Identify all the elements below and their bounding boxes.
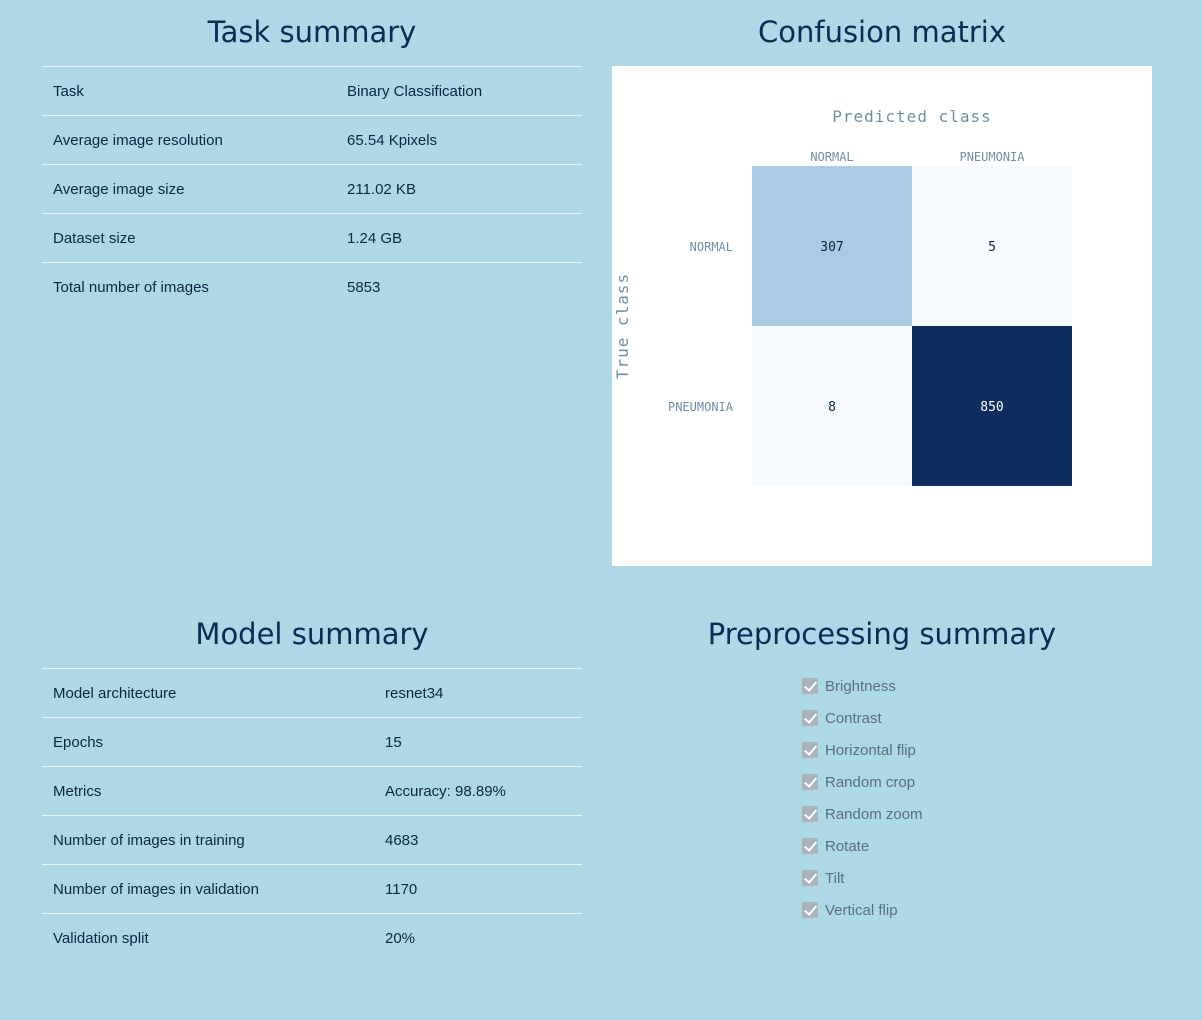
x-tick-label: NORMAL — [810, 150, 853, 164]
preprocessing-item-label: Random crop — [825, 773, 916, 791]
matrix-cell — [912, 166, 1072, 326]
row-value: 4683 — [385, 831, 419, 849]
matrix-cell — [752, 166, 912, 326]
table-row: Average image size 211.02 KB — [42, 164, 582, 213]
checkbox-checked-icon[interactable] — [802, 710, 818, 726]
table-row: Number of images in training 4683 — [42, 815, 582, 864]
matrix-cell-value: 8 — [828, 400, 836, 415]
y-axis-title: True class — [613, 273, 632, 379]
row-value: 20% — [385, 929, 416, 947]
row-key: Dataset size — [53, 229, 136, 247]
y-tick-label: PNEUMONIA — [668, 400, 734, 414]
checkbox-checked-icon[interactable] — [802, 774, 818, 790]
matrix-cell-value: 5 — [988, 240, 996, 255]
confusion-matrix-panel: Predicted class True class 307 5 8 850 NORMAL N… — [612, 66, 1152, 566]
preprocessing-item[interactable]: Tilt — [802, 862, 1102, 894]
table-row: Number of images in validation 1170 — [42, 864, 582, 913]
checkbox-checked-icon[interactable] — [802, 742, 818, 758]
row-value: 65.54 Kpixels — [347, 131, 438, 149]
row-key: Task — [53, 82, 84, 100]
preprocessing-item-label: Vertical flip — [825, 901, 898, 919]
model-summary-title: Model summary — [195, 617, 429, 651]
preprocessing-item-label: Rotate — [825, 837, 870, 855]
row-key: Number of images in training — [53, 831, 245, 849]
preprocessing-item[interactable]: Contrast — [802, 702, 1102, 734]
row-key: Epochs — [53, 733, 104, 751]
preprocessing-item[interactable]: Brightness — [802, 670, 1102, 702]
table-row: Model architecture resnet34 — [42, 668, 582, 717]
preprocessing-item[interactable]: Vertical flip — [802, 894, 1102, 926]
confusion-matrix-title: Confusion matrix — [757, 15, 1006, 49]
checkbox-checked-icon[interactable] — [802, 678, 818, 694]
checkbox-checked-icon[interactable] — [802, 870, 818, 886]
task-summary-table: Task Binary Classification Average image r… — [42, 66, 582, 311]
model-summary-table: Model architecture resnet34 Epochs 15 Metric… — [42, 668, 582, 962]
row-value: 15 — [385, 733, 402, 751]
preprocessing-item[interactable]: Rotate — [802, 830, 1102, 862]
table-row: Average image resolution 65.54 Kpixels — [42, 115, 582, 164]
x-tick-label: PNEUMONIA — [959, 150, 1025, 164]
confusion-matrix-chart: Predicted class True class 307 5 8 850 NORMAL N… — [613, 107, 1072, 486]
preprocessing-summary-title: Preprocessing summary — [707, 617, 1057, 651]
row-key: Model architecture — [53, 684, 177, 702]
row-value: 211.02 KB — [347, 180, 416, 198]
table-row: Task Binary Classification — [42, 66, 582, 115]
preprocessing-item[interactable]: Random zoom — [802, 798, 1102, 830]
row-key: Total number of images — [53, 278, 209, 296]
preprocessing-item-label: Contrast — [825, 709, 882, 727]
table-row: Total number of images 5853 — [42, 262, 582, 311]
table-row: Validation split 20% — [42, 913, 582, 962]
preprocessing-item-label: Brightness — [825, 677, 896, 695]
preprocessing-item[interactable]: Random crop — [802, 766, 1102, 798]
table-row: Metrics Accuracy: 98.89% — [42, 766, 582, 815]
matrix-cell — [752, 326, 912, 486]
matrix-cell — [912, 326, 1072, 486]
table-row: Epochs 15 — [42, 717, 582, 766]
matrix-cell-value: 307 — [820, 240, 843, 255]
preprocessing-item-label: Horizontal flip — [825, 741, 916, 759]
preprocessing-checklist: Brightness Contrast Horizontal flip Random … — [802, 670, 1102, 926]
checkbox-checked-icon[interactable] — [802, 838, 818, 854]
row-key: Metrics — [53, 782, 102, 800]
y-tick-label: NORMAL — [690, 240, 733, 254]
task-summary-title: Task summary — [207, 15, 417, 49]
preprocessing-item-label: Random zoom — [825, 805, 923, 823]
preprocessing-item[interactable]: Horizontal flip — [802, 734, 1102, 766]
row-value: 5853 — [347, 278, 381, 296]
row-key: Validation split — [53, 929, 149, 947]
checkbox-checked-icon[interactable] — [802, 902, 818, 918]
x-axis-title: Predicted class — [832, 107, 992, 126]
row-value: 1.24 GB — [347, 229, 403, 247]
table-row: Dataset size 1.24 GB — [42, 213, 582, 262]
row-key: Average image size — [53, 180, 185, 198]
checkbox-checked-icon[interactable] — [802, 806, 818, 822]
row-key: Number of images in validation — [53, 880, 259, 898]
row-value: Binary Classification — [347, 82, 483, 100]
row-value: Accuracy: 98.89% — [385, 782, 506, 800]
preprocessing-item-label: Tilt — [825, 869, 845, 887]
matrix-cell-value: 850 — [980, 400, 1003, 415]
row-value: 1170 — [385, 880, 418, 898]
row-key: Average image resolution — [53, 131, 223, 149]
row-value: resnet34 — [385, 684, 444, 702]
